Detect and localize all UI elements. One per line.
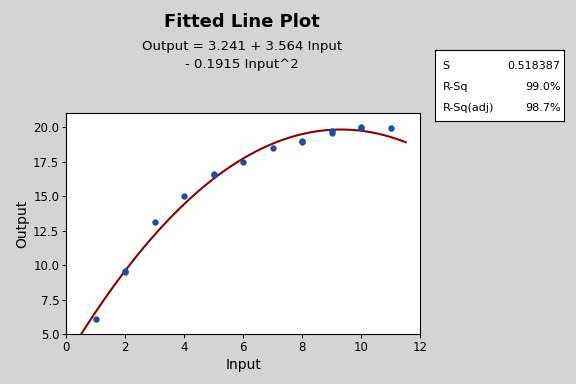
Point <box>209 171 218 177</box>
Point <box>357 126 366 132</box>
Point <box>121 268 130 274</box>
Point <box>91 316 100 322</box>
Text: R-Sq(adj): R-Sq(adj) <box>442 103 494 113</box>
Point <box>121 269 130 275</box>
Text: S: S <box>442 61 450 71</box>
Point <box>386 126 396 132</box>
Y-axis label: Output: Output <box>15 200 29 248</box>
Point <box>327 128 336 134</box>
Point <box>298 139 307 145</box>
Text: Output = 3.241 + 3.564 Input
- 0.1915 Input^2: Output = 3.241 + 3.564 Input - 0.1915 In… <box>142 40 342 71</box>
Point <box>238 159 248 165</box>
Text: 98.7%: 98.7% <box>525 103 560 113</box>
Point <box>150 219 160 225</box>
Text: 99.0%: 99.0% <box>525 82 560 92</box>
Point <box>357 124 366 130</box>
Point <box>298 138 307 144</box>
Point <box>327 129 336 136</box>
Text: R-Sq: R-Sq <box>442 82 468 92</box>
Text: Fitted Line Plot: Fitted Line Plot <box>164 13 320 31</box>
Point <box>209 172 218 179</box>
Point <box>180 193 189 199</box>
Text: 0.518387: 0.518387 <box>507 61 560 71</box>
Point <box>268 145 278 151</box>
X-axis label: Input: Input <box>225 358 262 372</box>
